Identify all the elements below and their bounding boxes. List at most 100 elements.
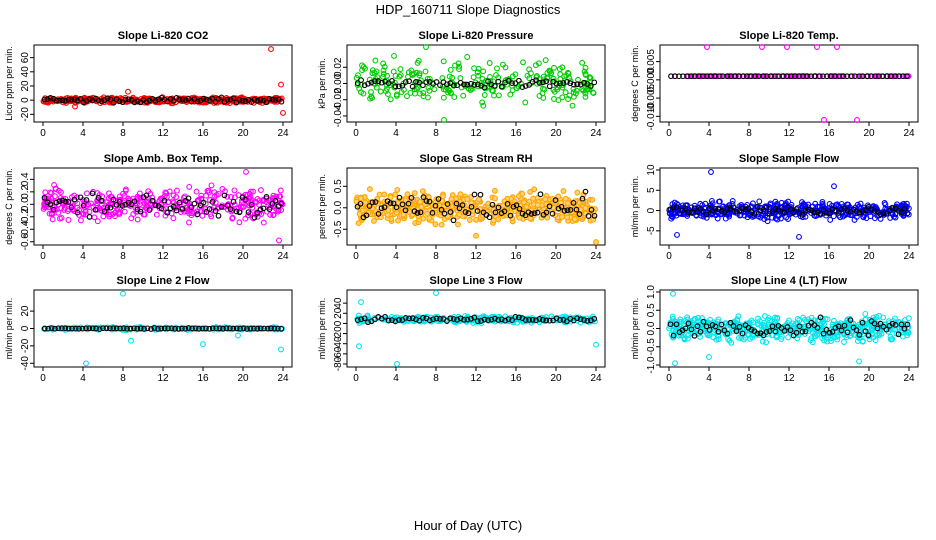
reference-point [86,96,93,103]
reference-point [570,200,577,206]
y-tick-label: -20 [20,338,31,353]
data-point [270,211,277,218]
reference-point [756,73,762,80]
reference-point [271,325,278,332]
reference-point [240,325,247,332]
reference-point [137,325,144,332]
data-point [104,198,111,205]
data-point [143,199,150,205]
data-point [755,320,762,327]
data-point [360,90,367,97]
reference-point [465,210,472,217]
reference-point [405,200,412,207]
reference-point [557,317,563,323]
reference-point [141,326,147,332]
reference-point [239,97,246,104]
data-point [549,195,556,202]
data-point [62,196,69,202]
reference-point [763,329,770,335]
data-point [457,191,464,198]
reference-point [413,78,419,85]
panel-title: Slope Li-820 Temp. [739,30,838,42]
reference-point [387,200,394,206]
reference-point [224,202,231,209]
data-point [366,186,373,193]
x-tick-label: 24 [903,128,915,139]
data-point [572,90,579,97]
x-tick-label: 16 [197,373,209,384]
reference-point [53,199,60,206]
data-point [801,316,808,323]
reference-point [811,322,818,328]
reference-point [233,208,240,215]
reference-point [856,209,863,216]
panel-title: Slope Li-820 CO2 [118,30,208,42]
reference-point [519,210,526,217]
data-point [260,219,267,226]
reference-point [433,315,440,322]
data-point [440,86,447,93]
data-point [689,319,696,326]
reference-point [692,73,698,80]
y-tick-label: 0.0 [646,321,657,335]
data-point [582,64,589,71]
reference-point [549,210,556,217]
data-point [106,211,113,218]
data-point [762,73,769,80]
data-point [495,92,502,99]
data-point [105,190,112,197]
reference-point [685,320,692,327]
data-point [582,205,589,212]
data-point [701,205,708,212]
x-axis-label: Hour of Day (UTC) [414,518,522,533]
reference-point [48,325,55,331]
reference-point [732,73,738,80]
reference-point [814,325,821,331]
reference-point [799,328,806,335]
reference-point [378,205,385,212]
reference-point [124,325,130,332]
reference-point [396,83,402,90]
data-point [359,207,366,214]
reference-point [218,94,225,101]
y-tick-label: -80 [333,356,344,371]
data-point [763,339,770,346]
reference-point [736,324,743,330]
data-point [712,212,719,219]
reference-point [203,209,210,215]
y-tick-label: 5 [646,187,657,193]
data-point [565,200,571,207]
data-point [247,193,254,200]
reference-point [468,203,475,210]
reference-point [721,327,728,334]
reference-point [116,198,123,205]
reference-point [768,73,774,80]
reference-point [486,214,493,221]
x-tick-label: 20 [863,251,875,262]
reference-point [95,194,102,201]
reference-point [192,325,199,332]
reference-point [435,196,442,202]
reference-point [844,329,851,336]
outlier-point [356,343,362,350]
data-point [100,204,107,211]
reference-point [841,322,848,329]
data-point [398,89,405,95]
data-point [501,198,508,205]
reference-point [237,325,243,332]
reference-point [485,317,491,323]
panel-title: Slope Amb. Box Temp. [104,153,223,165]
data-point [695,314,702,321]
data-point [219,186,226,192]
reference-point [790,209,797,216]
reference-point [206,325,213,332]
data-point [771,318,778,325]
reference-point [895,207,902,214]
reference-point [728,73,734,80]
reference-point [715,328,722,335]
outlier-point [128,337,134,344]
data-point [397,66,404,73]
outlier-point [433,290,439,296]
data-point [384,211,391,218]
data-point [83,203,90,210]
